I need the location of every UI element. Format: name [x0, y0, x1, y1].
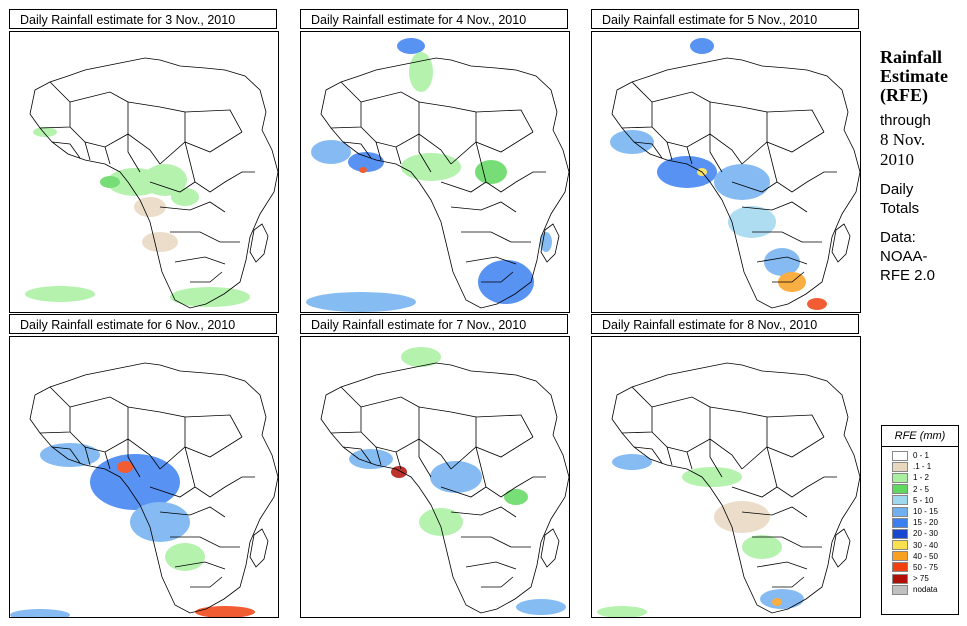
rainfall-map — [300, 31, 570, 313]
legend-item: 1 - 2 — [892, 472, 958, 483]
rainfall-map — [591, 31, 861, 313]
legend-label: > 75 — [913, 574, 929, 584]
data-label: Data: — [880, 229, 916, 246]
legend-swatch — [892, 573, 908, 584]
map-panel-5nov: Daily Rainfall estimate for 5 Nov., 2010 — [591, 9, 861, 313]
legend-swatch — [892, 517, 908, 528]
source-line1: NOAA- — [880, 248, 928, 265]
legend-swatch — [892, 584, 908, 595]
legend-swatch — [892, 540, 908, 551]
legend-item: 20 - 30 — [892, 528, 958, 539]
panel-title: Daily Rainfall estimate for 3 Nov., 2010 — [9, 9, 277, 29]
side-title-line3: (RFE) — [880, 85, 928, 105]
legend-swatch — [892, 450, 908, 461]
legend-label: 2 - 5 — [913, 484, 930, 494]
legend-label: 20 - 30 — [913, 529, 938, 539]
side-title-line2: Estimate — [880, 66, 948, 86]
through-text: through — [880, 112, 931, 129]
legend-label: 40 - 50 — [913, 551, 938, 561]
daily-text: Daily — [880, 181, 914, 198]
date-line2: 2010 — [880, 150, 914, 169]
rainfall-map — [300, 336, 570, 618]
legend-item: 30 - 40 — [892, 540, 958, 551]
totals-text: Totals — [880, 200, 920, 217]
map-panel-7nov: Daily Rainfall estimate for 7 Nov., 2010 — [300, 314, 570, 618]
map-panel-6nov: Daily Rainfall estimate for 6 Nov., 2010 — [9, 314, 279, 618]
panel-title: Daily Rainfall estimate for 8 Nov., 2010 — [591, 314, 859, 334]
rainfall-map — [591, 336, 861, 618]
legend-item: 5 - 10 — [892, 495, 958, 506]
panel-title: Daily Rainfall estimate for 4 Nov., 2010 — [300, 9, 568, 29]
legend-item: 2 - 5 — [892, 484, 958, 495]
map-panel-4nov: Daily Rainfall estimate for 4 Nov., 2010 — [300, 9, 570, 313]
legend-swatch — [892, 506, 908, 517]
legend-item: 40 - 50 — [892, 551, 958, 562]
legend-title: RFE (mm) — [882, 426, 958, 447]
legend-item: 15 - 20 — [892, 517, 958, 528]
date-line1: 8 Nov. — [880, 130, 926, 149]
legend-label: 1 - 2 — [913, 473, 930, 483]
map-panel-8nov: Daily Rainfall estimate for 8 Nov., 2010 — [591, 314, 861, 618]
legend-swatch — [892, 461, 908, 472]
legend-label: nodata — [913, 585, 938, 595]
rainfall-map — [9, 336, 279, 618]
panel-title: Daily Rainfall estimate for 6 Nov., 2010 — [9, 314, 277, 334]
legend-swatch — [892, 495, 908, 506]
legend-swatch — [892, 484, 908, 495]
legend-swatch — [892, 562, 908, 573]
legend-label: 50 - 75 — [913, 562, 938, 572]
legend-label: 15 - 20 — [913, 518, 938, 528]
side-annotation: Rainfall Estimate (RFE) through 8 Nov. 2… — [880, 48, 965, 285]
legend-item: 50 - 75 — [892, 562, 958, 573]
side-title-line1: Rainfall — [880, 47, 943, 67]
panel-title: Daily Rainfall estimate for 5 Nov., 2010 — [591, 9, 859, 29]
legend-item: > 75 — [892, 573, 958, 584]
legend-label: .1 - 1 — [913, 462, 932, 472]
legend-label: 10 - 15 — [913, 507, 938, 517]
legend-item: 0 - 1 — [892, 450, 958, 461]
legend-item: nodata — [892, 584, 958, 595]
legend-swatch — [892, 528, 908, 539]
source-line2: RFE 2.0 — [880, 267, 936, 284]
legend-item: 10 - 15 — [892, 506, 958, 517]
legend-swatch — [892, 472, 908, 483]
map-panel-3nov: Daily Rainfall estimate for 3 Nov., 2010 — [9, 9, 279, 313]
legend-label: 5 - 10 — [913, 495, 934, 505]
rainfall-map — [9, 31, 279, 313]
legend-item: .1 - 1 — [892, 461, 958, 472]
legend-label: 30 - 40 — [913, 540, 938, 550]
panel-title: Daily Rainfall estimate for 7 Nov., 2010 — [300, 314, 568, 334]
legend-swatch — [892, 551, 908, 562]
legend-label: 0 - 1 — [913, 451, 930, 461]
